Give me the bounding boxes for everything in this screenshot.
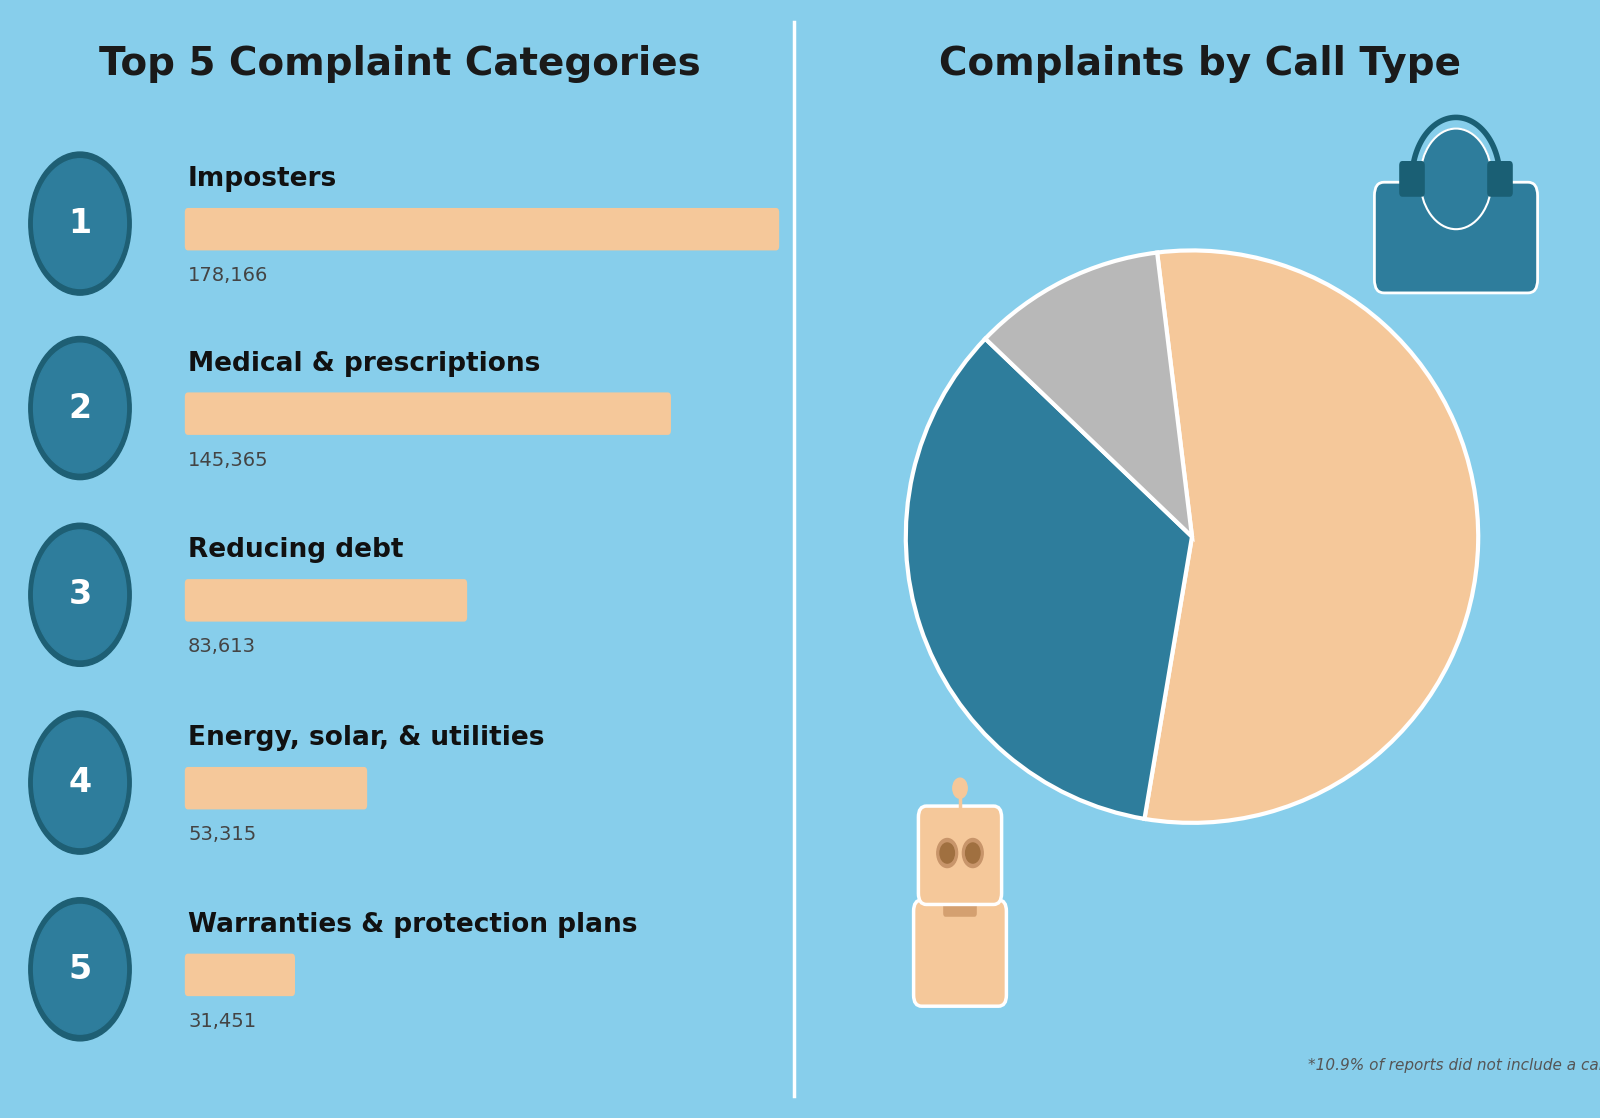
Circle shape (954, 778, 966, 798)
FancyBboxPatch shape (1374, 182, 1538, 293)
Text: 34.5%: 34.5% (1325, 477, 1427, 506)
Text: 2: 2 (69, 391, 91, 425)
Text: 31,451: 31,451 (189, 1012, 256, 1031)
Text: Reducing debt: Reducing debt (189, 538, 403, 563)
Circle shape (29, 337, 131, 480)
Text: Imposters: Imposters (189, 167, 338, 192)
Circle shape (29, 152, 131, 295)
Circle shape (938, 838, 957, 868)
Circle shape (941, 843, 954, 863)
Text: 1: 1 (69, 207, 91, 240)
Circle shape (34, 343, 126, 473)
Text: 53,315: 53,315 (189, 825, 256, 844)
Text: 3: 3 (69, 578, 91, 612)
Text: 5: 5 (69, 953, 91, 986)
Circle shape (34, 718, 126, 847)
Circle shape (34, 904, 126, 1034)
Text: Live Caller: Live Caller (1322, 404, 1430, 424)
FancyBboxPatch shape (944, 890, 976, 917)
Text: Medical & prescriptions: Medical & prescriptions (189, 351, 541, 377)
Text: 178,166: 178,166 (189, 266, 269, 285)
FancyBboxPatch shape (914, 900, 1006, 1006)
Text: Robocall: Robocall (995, 594, 1085, 614)
Text: 83,613: 83,613 (189, 637, 256, 656)
Text: 4: 4 (69, 766, 91, 799)
Circle shape (29, 898, 131, 1041)
Circle shape (29, 711, 131, 854)
Wedge shape (906, 339, 1192, 818)
Circle shape (1421, 129, 1491, 229)
Text: 145,365: 145,365 (189, 451, 269, 470)
FancyBboxPatch shape (184, 392, 670, 435)
FancyBboxPatch shape (184, 767, 366, 809)
Text: Energy, solar, & utilities: Energy, solar, & utilities (189, 726, 544, 751)
FancyBboxPatch shape (918, 806, 1002, 904)
FancyBboxPatch shape (1488, 161, 1514, 197)
Wedge shape (986, 253, 1192, 537)
Text: *10.9% of reports did not include a call type.: *10.9% of reports did not include a call… (1309, 1059, 1600, 1073)
Text: Warranties & protection plans: Warranties & protection plans (189, 912, 637, 938)
Text: 54.6%: 54.6% (989, 667, 1091, 697)
Text: Top 5 Complaint Categories: Top 5 Complaint Categories (99, 45, 701, 83)
Circle shape (34, 159, 126, 288)
Circle shape (965, 843, 979, 863)
Circle shape (963, 838, 982, 868)
FancyBboxPatch shape (184, 579, 467, 622)
Circle shape (34, 530, 126, 660)
Text: Complaints by Call Type: Complaints by Call Type (939, 45, 1461, 83)
FancyBboxPatch shape (1398, 161, 1424, 197)
FancyBboxPatch shape (184, 208, 779, 250)
Circle shape (29, 523, 131, 666)
FancyBboxPatch shape (184, 954, 294, 996)
Wedge shape (1144, 250, 1478, 823)
